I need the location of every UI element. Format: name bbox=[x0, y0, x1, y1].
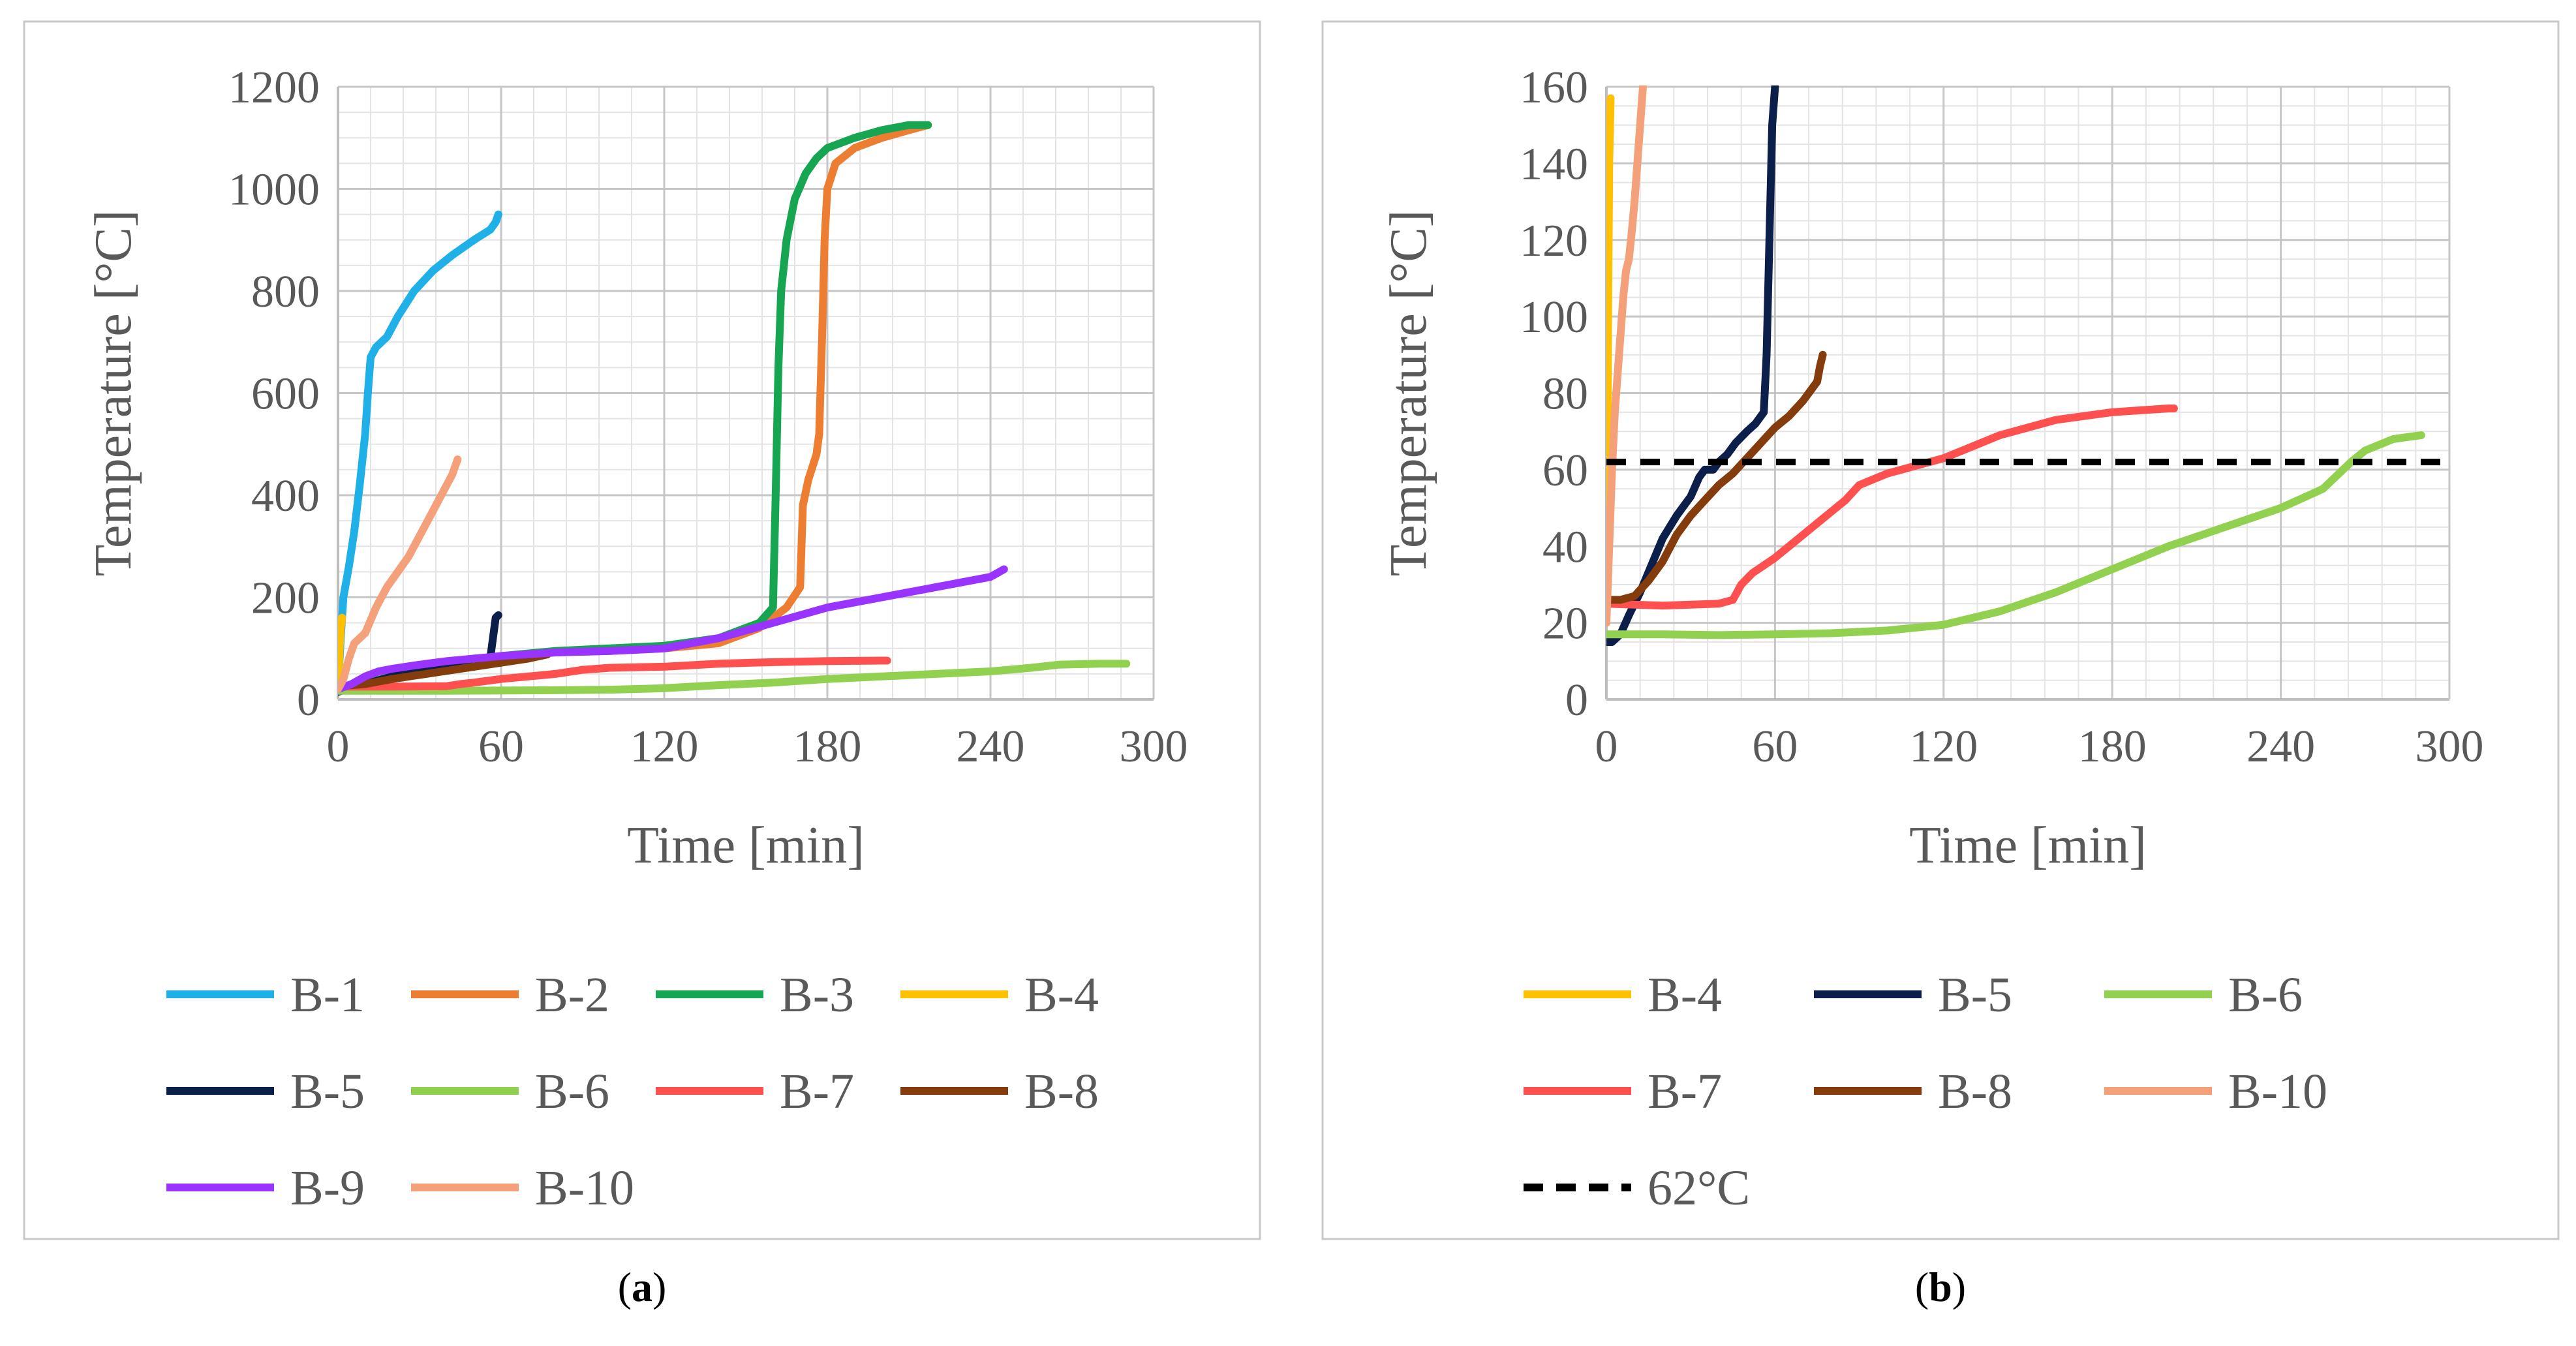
legend-label: B-8 bbox=[1024, 1064, 1099, 1119]
series-line-b-9 bbox=[338, 565, 1008, 694]
y-tick-label: 1200 bbox=[228, 63, 320, 113]
legend-label: B-9 bbox=[290, 1161, 365, 1216]
y-tick-label: 60 bbox=[1542, 446, 1588, 496]
legend-label: 62°C bbox=[1648, 1161, 1750, 1216]
x-tick-label: 120 bbox=[630, 722, 699, 772]
legend-label: B-3 bbox=[780, 968, 854, 1022]
series-line-b-10 bbox=[338, 455, 462, 694]
series-line-b-5 bbox=[1606, 85, 1779, 646]
y-tick-label: 200 bbox=[251, 574, 320, 624]
chart-panel-a: 0 60 120 180 240 300 0 200 400 600 800 1000 1200 Time… bbox=[23, 20, 1261, 1240]
x-tick-label: 180 bbox=[2078, 722, 2147, 772]
legend-label: B-2 bbox=[535, 968, 609, 1022]
x-tick-label: 120 bbox=[1909, 722, 1978, 772]
x-tick-label: 180 bbox=[793, 722, 862, 772]
legend-label: B-7 bbox=[780, 1064, 854, 1119]
panel-label: (b) bbox=[1915, 1264, 1966, 1310]
y-tick-label: 0 bbox=[1565, 675, 1588, 726]
series-group bbox=[338, 121, 1131, 696]
legend-label: B-6 bbox=[2228, 968, 2303, 1022]
y-tick-label: 120 bbox=[1520, 216, 1588, 266]
y-tick-label: 20 bbox=[1542, 599, 1588, 649]
legend-label: B-5 bbox=[290, 1064, 365, 1119]
series-line-b-7 bbox=[338, 656, 891, 691]
legend-label: B-1 bbox=[290, 968, 365, 1022]
x-tick-label: 0 bbox=[327, 722, 350, 772]
x-tick-label: 60 bbox=[478, 722, 524, 772]
y-tick-label: 80 bbox=[1542, 369, 1588, 420]
x-axis-title: Time [min] bbox=[627, 817, 865, 874]
y-tick-label: 0 bbox=[297, 675, 320, 726]
y-tick-label: 160 bbox=[1520, 63, 1588, 113]
x-tick-label: 240 bbox=[957, 722, 1025, 772]
y-tick-label: 100 bbox=[1520, 292, 1588, 343]
x-tick-label: 240 bbox=[2246, 722, 2315, 772]
legend-label: B-8 bbox=[1938, 1064, 2012, 1119]
y-tick-label: 600 bbox=[251, 369, 320, 420]
series-line-b-8 bbox=[1606, 350, 1827, 604]
x-tick-label: 60 bbox=[1752, 722, 1798, 772]
legend-label: B-4 bbox=[1024, 968, 1099, 1022]
series-line-b-7 bbox=[1606, 405, 2178, 610]
series-line-b-1 bbox=[338, 210, 502, 694]
y-tick-label: 800 bbox=[251, 267, 320, 317]
series-group bbox=[1606, 85, 2449, 646]
x-axis-title: Time [min] bbox=[1909, 817, 2147, 874]
series-line-b-8 bbox=[338, 650, 551, 690]
panel-frame bbox=[23, 20, 1261, 1240]
legend-label: B-10 bbox=[2228, 1064, 2327, 1119]
x-tick-label: 300 bbox=[1120, 722, 1188, 772]
chart-panel-b: 0 60 120 180 240 300 0 20 40 60 80 100 120 140 160 Time… bbox=[1321, 20, 2560, 1240]
series-line-b-4 bbox=[338, 613, 346, 694]
panel-frame bbox=[1321, 20, 2560, 1240]
y-tick-label: 400 bbox=[251, 471, 320, 521]
legend-label: B-10 bbox=[535, 1161, 634, 1216]
legend-label: B-5 bbox=[1938, 968, 2012, 1022]
legend-label: B-7 bbox=[1648, 1064, 1722, 1119]
panel-label: (a) bbox=[618, 1264, 667, 1310]
y-tick-label: 140 bbox=[1520, 139, 1588, 189]
x-tick-label: 300 bbox=[2415, 722, 2484, 772]
x-tick-label: 0 bbox=[1595, 722, 1618, 772]
y-tick-label: 40 bbox=[1542, 522, 1588, 572]
series-line-b-6 bbox=[338, 660, 1131, 695]
y-axis-title: Temperature [°C] bbox=[85, 210, 142, 577]
y-tick-label: 1000 bbox=[228, 165, 320, 215]
y-axis-title: Temperature [°C] bbox=[1380, 210, 1437, 577]
legend-label: B-6 bbox=[535, 1064, 609, 1119]
legend-label: B-4 bbox=[1648, 968, 1722, 1022]
